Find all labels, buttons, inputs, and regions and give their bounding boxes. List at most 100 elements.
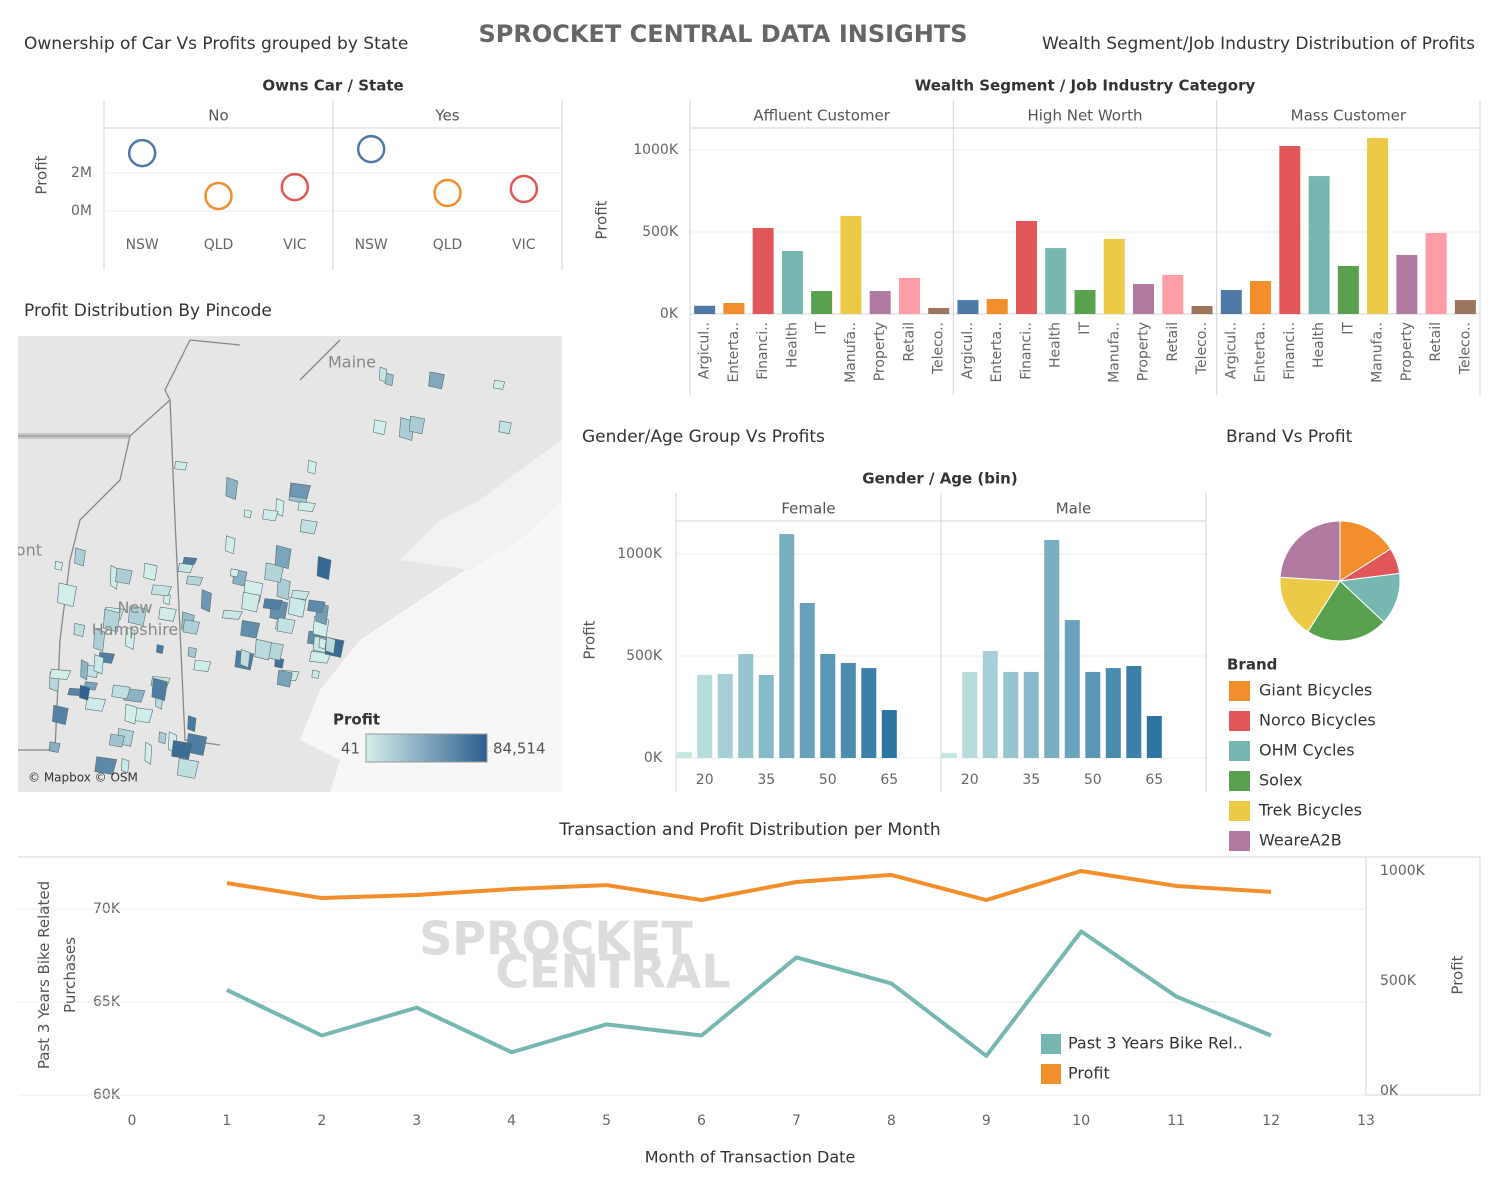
x-tick-label: Manufa..	[843, 322, 859, 383]
x-tick-label: Financi..	[1282, 322, 1298, 380]
zip-area	[85, 697, 106, 712]
bar	[1003, 671, 1019, 758]
zip-area	[79, 684, 91, 701]
x-tick-label: 7	[792, 1113, 801, 1129]
x-tick-label: Enterta..	[726, 322, 742, 383]
chart-title: Gender/Age Group Vs Profits	[582, 427, 825, 447]
x-tick-label: NSW	[126, 237, 159, 253]
zip-area	[158, 731, 167, 745]
zip-area	[289, 482, 311, 499]
zip-area	[239, 649, 251, 668]
y-tick-label: 2M	[71, 165, 92, 181]
legend-tick-label: 84,514	[493, 740, 546, 758]
legend-label: OHM Cycles	[1259, 741, 1355, 760]
x-tick-label: Teleco..	[931, 322, 947, 375]
x-tick-label: 1	[222, 1113, 231, 1129]
legend-swatch	[1229, 681, 1250, 701]
legend-title: Brand	[1227, 656, 1277, 674]
zip-area	[109, 733, 125, 748]
bar	[811, 291, 833, 314]
zip-area	[318, 637, 327, 650]
zip-area	[150, 584, 172, 597]
zip-area	[176, 757, 199, 779]
legend-swatch	[1229, 831, 1250, 851]
pie-slice	[1279, 520, 1341, 582]
x-tick-label: Argicul..	[960, 322, 976, 379]
zip-area	[151, 677, 168, 701]
axis-title: Profit	[593, 200, 611, 239]
x-tick-label: 0	[127, 1113, 136, 1129]
zip-area	[102, 608, 121, 633]
legend-label: WeareA2B	[1259, 831, 1342, 850]
zip-area	[54, 560, 64, 571]
x-tick-label: Argicul..	[697, 322, 713, 379]
axis-title: Profit	[33, 155, 51, 194]
x-tick-label: Manufa..	[1370, 322, 1386, 383]
y-tick-label: 500K	[626, 648, 663, 664]
zip-area	[379, 366, 388, 383]
x-tick-label: 50	[819, 772, 837, 788]
bar	[758, 674, 774, 758]
panel-label: High Net Worth	[1027, 107, 1142, 125]
zip-area	[230, 568, 240, 578]
bar	[840, 662, 856, 758]
map-sea	[300, 480, 562, 792]
bar	[1045, 248, 1067, 314]
chart-header: Wealth Segment / Job Industry Category	[915, 77, 1256, 95]
x-tick-label: QLD	[204, 237, 234, 253]
panel-label: Mass Customer	[1291, 107, 1407, 125]
panel-label: Yes	[434, 107, 459, 125]
zip-area	[93, 654, 104, 675]
legend-swatch	[1229, 801, 1250, 821]
x-tick-label: VIC	[512, 237, 536, 253]
y-tick-label: 500K	[1380, 973, 1417, 989]
bar	[1064, 620, 1080, 758]
x-tick-label: Argicul..	[1223, 322, 1239, 379]
legend-swatch	[1229, 741, 1250, 761]
zip-area	[187, 646, 197, 659]
bar	[861, 668, 877, 758]
zip-area	[182, 556, 198, 565]
dot	[509, 174, 539, 204]
zip-area	[408, 415, 425, 435]
bar	[962, 671, 978, 758]
zip-area	[193, 659, 212, 673]
bar	[1074, 290, 1096, 314]
zip-area	[174, 461, 188, 471]
zip-area	[299, 519, 318, 535]
bar	[982, 650, 998, 758]
bar	[1367, 138, 1389, 314]
bar	[1162, 274, 1184, 314]
line-series	[225, 929, 1272, 1058]
zip-area	[49, 668, 72, 680]
axis-title: Profit	[1449, 955, 1467, 994]
bar	[1279, 146, 1301, 314]
x-tick-label: 11	[1167, 1113, 1185, 1129]
x-tick-label: Retail	[1428, 322, 1444, 362]
y-tick-label: 0K	[1380, 1083, 1399, 1099]
x-tick-label: 5	[602, 1113, 611, 1129]
legend-swatch	[1041, 1064, 1061, 1084]
bar	[723, 303, 745, 314]
dot	[356, 134, 386, 164]
zip-area	[177, 563, 194, 574]
bar	[1044, 539, 1060, 758]
zip-area	[297, 501, 316, 512]
chart-title: Wealth Segment/Job Industry Distribution…	[1042, 34, 1475, 54]
x-tick-label: Manufa..	[1106, 322, 1122, 383]
pie-slice	[1279, 576, 1341, 633]
x-tick-label: 4	[507, 1113, 516, 1129]
bar	[1250, 281, 1272, 314]
watermark: SPROCKET	[419, 912, 693, 966]
zip-area	[241, 591, 261, 613]
zip-area	[48, 741, 61, 753]
dashboard-title: SPROCKET CENTRAL DATA INSIGHTS	[479, 20, 968, 48]
axis-title: Month of Transaction Date	[645, 1148, 856, 1167]
zip-area	[156, 644, 164, 655]
bar	[881, 710, 897, 758]
x-tick-label: 12	[1262, 1113, 1280, 1129]
zip-area	[143, 562, 158, 581]
bar	[1396, 254, 1418, 314]
y-tick-label: 1000K	[633, 142, 679, 158]
x-tick-label: 35	[757, 772, 775, 788]
